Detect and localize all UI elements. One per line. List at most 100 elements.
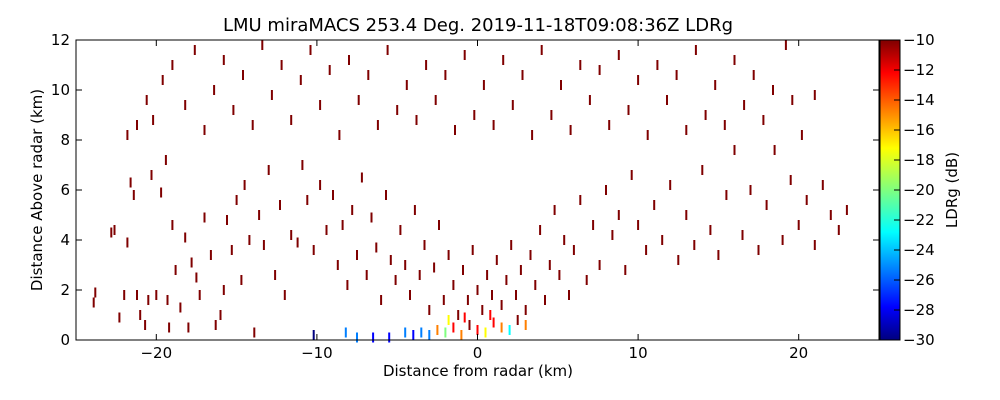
- colorbar-tick-label: −28: [903, 301, 935, 319]
- data-point: [585, 275, 588, 285]
- data-point: [190, 257, 193, 268]
- data-point: [531, 130, 534, 140]
- data-point: [267, 165, 270, 175]
- data-point: [500, 300, 503, 310]
- data-point: [299, 75, 302, 85]
- data-point: [184, 232, 187, 243]
- data-point: [569, 125, 572, 135]
- data-point: [171, 220, 174, 230]
- data-point: [714, 80, 717, 90]
- data-point: [344, 327, 347, 338]
- data-point: [258, 210, 261, 220]
- colorbar-tick-label: −20: [903, 181, 935, 199]
- y-axis: 0 2 4 6 8 10 12: [51, 31, 879, 349]
- y-tick-label: 8: [60, 131, 70, 149]
- data-point: [160, 187, 163, 198]
- data-point: [420, 327, 423, 338]
- data-point: [222, 285, 225, 295]
- colorbar-tick-label: −30: [903, 331, 935, 349]
- data-point: [560, 80, 562, 90]
- data-point: [772, 85, 774, 95]
- data-point: [290, 230, 293, 240]
- data-point: [171, 60, 174, 70]
- data-point: [550, 110, 553, 120]
- data-point: [752, 70, 755, 80]
- data-point: [568, 290, 570, 300]
- data-point: [219, 310, 222, 320]
- data-point: [484, 327, 487, 338]
- data-point: [346, 280, 349, 290]
- data-point: [521, 70, 524, 80]
- data-point: [685, 125, 688, 135]
- data-point: [805, 195, 808, 205]
- data-point: [457, 310, 460, 320]
- data-point: [312, 245, 315, 255]
- data-point: [516, 315, 519, 325]
- data-point: [280, 60, 283, 70]
- data-point: [325, 225, 328, 235]
- data-point: [380, 295, 383, 305]
- data-point: [460, 330, 463, 340]
- data-point: [209, 250, 212, 260]
- data-point: [447, 250, 450, 260]
- data-point: [669, 180, 672, 190]
- data-point: [198, 290, 201, 300]
- data-point: [444, 70, 447, 80]
- data-point: [312, 330, 315, 340]
- data-point: [336, 260, 339, 270]
- data-point: [476, 325, 479, 335]
- data-point: [630, 170, 633, 180]
- y-tick-label: 10: [51, 81, 70, 99]
- data-point: [123, 290, 126, 300]
- data-point: [129, 177, 132, 188]
- data-point: [572, 245, 575, 255]
- data-point: [723, 120, 726, 130]
- data-point: [290, 115, 293, 125]
- data-point: [166, 295, 169, 305]
- data-point: [813, 90, 816, 100]
- data-point: [741, 230, 744, 240]
- data-point: [666, 95, 668, 105]
- data-point: [356, 250, 358, 260]
- data-point: [203, 125, 206, 135]
- data-point: [515, 290, 517, 300]
- data-point: [404, 260, 407, 270]
- data-point: [279, 200, 281, 210]
- data-point: [553, 205, 556, 215]
- data-point: [813, 240, 816, 250]
- data-point: [617, 210, 620, 220]
- chart-title: LMU miraMACS 253.4 Deg. 2019-11-18T09:08…: [223, 15, 733, 36]
- data-point: [492, 120, 495, 130]
- data-point: [524, 320, 527, 330]
- data-point: [164, 155, 167, 165]
- data-point: [845, 205, 848, 215]
- data-point: [328, 65, 331, 75]
- data-point: [646, 130, 649, 140]
- data-point: [800, 130, 803, 140]
- x-axis: −20 −10 0 10 20: [140, 40, 808, 362]
- data-point: [563, 235, 566, 245]
- data-point: [348, 55, 350, 65]
- data-point: [155, 290, 158, 300]
- data-point: [677, 255, 680, 265]
- y-tick-label: 12: [51, 31, 70, 49]
- data-point: [270, 90, 273, 100]
- data-point: [491, 290, 493, 300]
- data-point: [511, 100, 514, 110]
- data-point: [781, 235, 784, 245]
- data-point: [685, 210, 688, 220]
- data-point: [110, 227, 113, 238]
- data-point: [92, 297, 95, 308]
- data-point: [762, 115, 765, 125]
- data-point: [179, 302, 182, 313]
- data-point: [253, 327, 256, 338]
- data-point: [482, 80, 485, 90]
- data-point: [466, 295, 469, 305]
- data-point: [579, 60, 582, 70]
- data-point: [524, 305, 527, 315]
- x-tick-label: 20: [789, 344, 808, 362]
- y-axis-label: Distance Above radar (km): [28, 89, 46, 291]
- data-point: [508, 325, 511, 335]
- data-point: [248, 235, 251, 245]
